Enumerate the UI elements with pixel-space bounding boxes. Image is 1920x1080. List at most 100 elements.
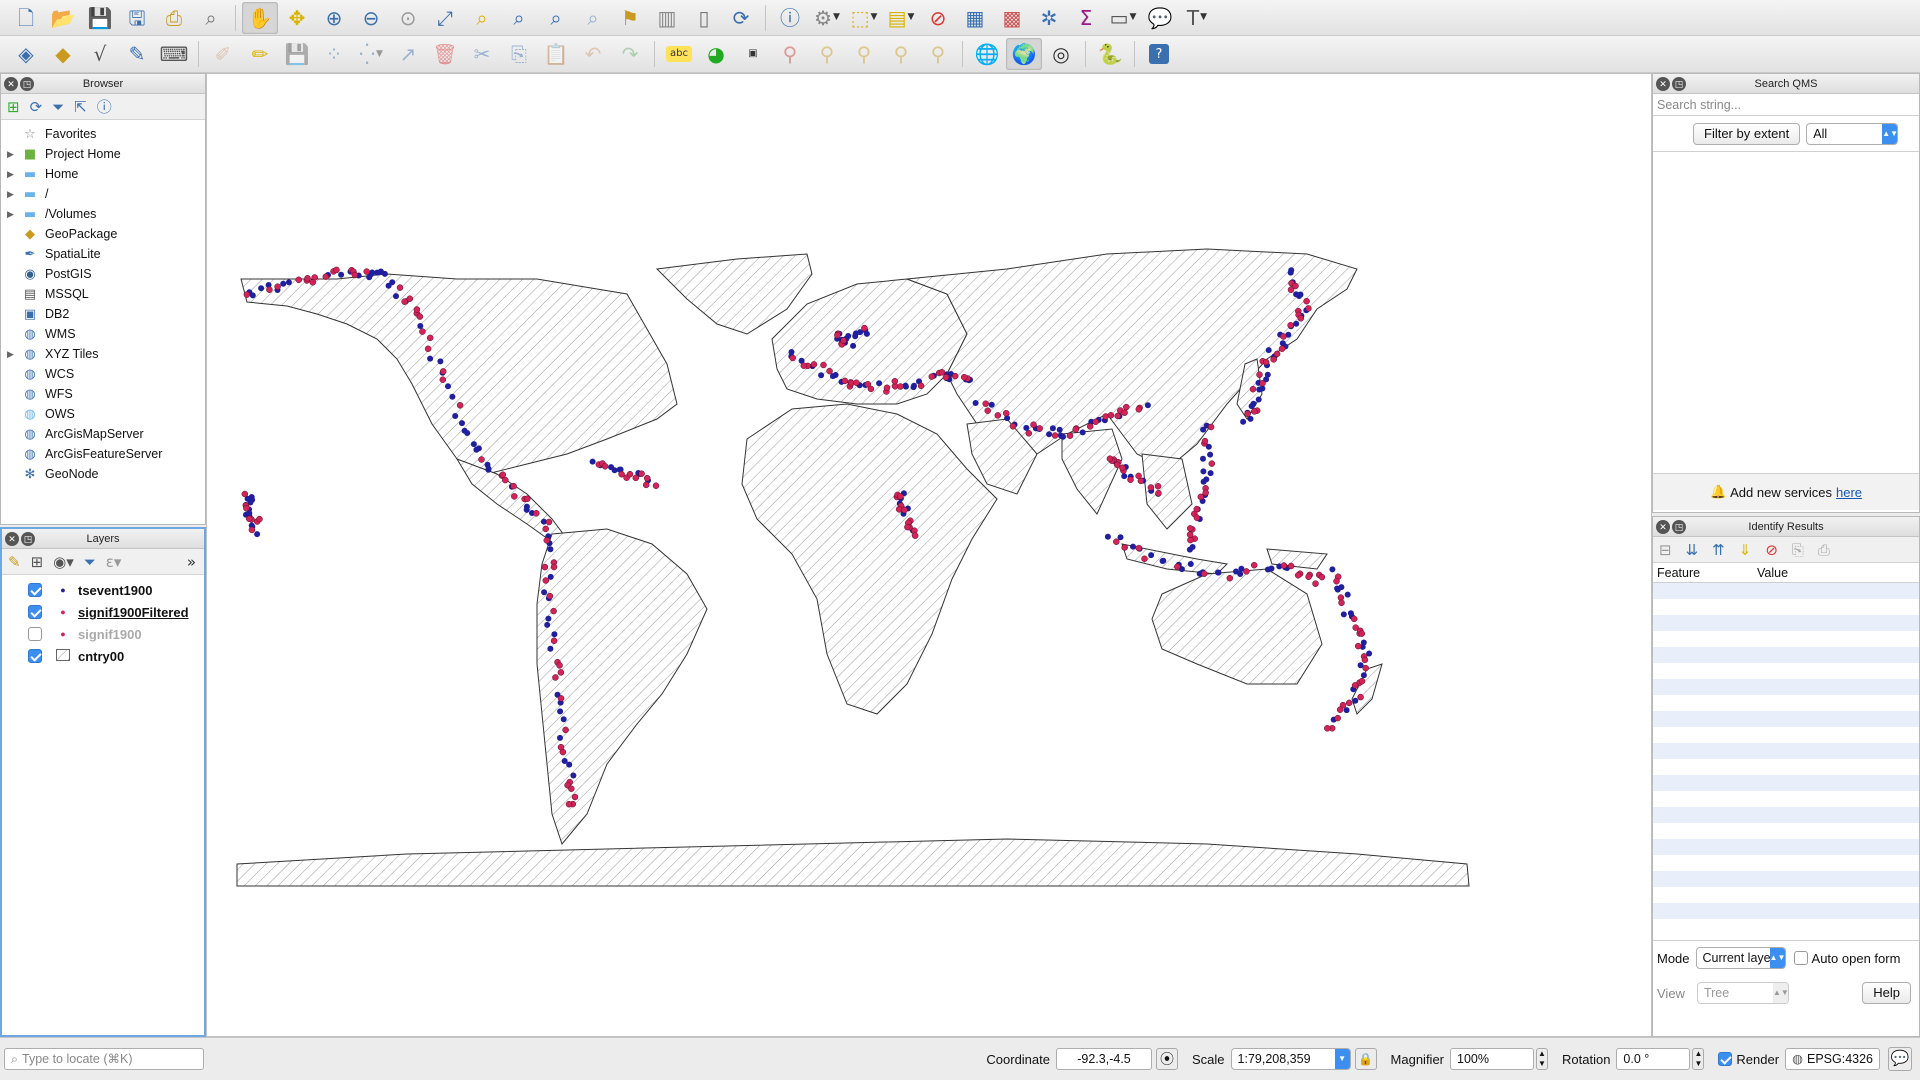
move-label-icon[interactable]: ⚲: [856, 42, 872, 66]
float-icon[interactable]: ◳: [20, 77, 34, 91]
pan-icon[interactable]: ✋: [242, 1, 278, 34]
browser-item[interactable]: ✻ GeoNode: [1, 464, 205, 484]
magnifier-stepper[interactable]: ▲ ▼: [1536, 1048, 1548, 1070]
cut-icon[interactable]: ✂: [473, 42, 491, 66]
expand-arrow-icon[interactable]: ▶: [7, 148, 14, 159]
delete-icon[interactable]: 🗑: [432, 42, 458, 66]
open-project-icon[interactable]: 📂: [50, 5, 76, 30]
zoom-in-icon[interactable]: ⊕: [325, 5, 343, 30]
expand-arrow-icon[interactable]: ▶: [7, 348, 14, 359]
layer-visibility-checkbox[interactable]: [28, 649, 42, 663]
pan-to-selection-icon[interactable]: ✥: [288, 5, 306, 30]
column-value[interactable]: Value: [1757, 566, 1789, 580]
expand-arrow-icon[interactable]: ▶: [7, 208, 14, 219]
open-attribute-table-icon[interactable]: ⊘: [929, 5, 947, 30]
statistical-summary-icon[interactable]: ✲: [1040, 5, 1058, 30]
close-icon[interactable]: ✕: [1656, 520, 1670, 534]
coordinate-field[interactable]: -92.3,-4.5: [1056, 1048, 1152, 1070]
crs-button[interactable]: ◍ EPSG:4326: [1785, 1048, 1880, 1070]
zoom-to-selection-icon[interactable]: ⌕: [476, 5, 488, 30]
new-layer-icon[interactable]: ◆: [55, 42, 71, 66]
world-map[interactable]: [207, 74, 1651, 1036]
browser-item[interactable]: ◍ WMS: [1, 324, 205, 344]
layer-item[interactable]: ● signif1900Filtered: [2, 601, 204, 623]
select-feature-icon[interactable]: ⬚ ▼: [850, 5, 878, 30]
toggle-edit-pencil-icon[interactable]: ✏: [251, 42, 269, 66]
filter-by-extent-button[interactable]: Filter by extent: [1693, 122, 1801, 145]
locator-bar[interactable]: ⌕ Type to locate (⌘K): [4, 1048, 204, 1070]
browser-item[interactable]: ◉ PostGIS: [1, 264, 205, 284]
globe-plugin-icon[interactable]: 🌐: [974, 42, 1000, 66]
zoom-out-icon[interactable]: ⊖: [362, 5, 380, 30]
help-icon[interactable]: ?: [1149, 44, 1169, 64]
layout-manager-icon[interactable]: ⌕: [205, 5, 217, 30]
zoom-next-icon[interactable]: ⌕: [587, 5, 599, 30]
print-icon[interactable]: ⎙: [1817, 540, 1830, 559]
qms-icon[interactable]: 🌍: [1006, 38, 1042, 70]
float-icon[interactable]: ◳: [1672, 77, 1686, 91]
add-group-icon[interactable]: ⊞: [30, 552, 44, 571]
close-icon[interactable]: ✕: [4, 77, 18, 91]
filter-legend-icon[interactable]: ⏷: [83, 552, 96, 571]
browser-item[interactable]: ◆ GeoPackage: [1, 224, 205, 244]
layer-style-icon[interactable]: ✎: [8, 552, 21, 571]
rotation-stepper[interactable]: ▲ ▼: [1692, 1048, 1705, 1070]
label-icon[interactable]: abc: [666, 46, 692, 62]
temporal-icon[interactable]: ▯: [698, 5, 710, 30]
pin-label-icon[interactable]: ⚲: [782, 42, 798, 66]
zoom-native-icon[interactable]: ⊙: [399, 5, 417, 30]
python-icon[interactable]: 🐍: [1097, 42, 1123, 66]
undo-icon[interactable]: ↶: [584, 42, 602, 66]
text-tool-icon[interactable]: T ▼: [1186, 5, 1208, 30]
show-bookmarks-icon[interactable]: ▥: [657, 5, 677, 30]
layer-item[interactable]: cntry00: [2, 645, 204, 667]
new-project-icon[interactable]: 🗋: [17, 5, 35, 30]
close-icon[interactable]: ✕: [5, 532, 19, 546]
expand-icon[interactable]: ⊟: [1659, 540, 1672, 559]
show-label-icon[interactable]: ⚲: [819, 42, 835, 66]
data-source-manager-icon[interactable]: ◈: [18, 42, 34, 66]
zoom-last-icon[interactable]: ⌕: [550, 5, 562, 30]
browser-item[interactable]: ◍ OWS: [1, 404, 205, 424]
browser-item[interactable]: ▶ ■ Project Home: [1, 144, 205, 164]
layer-visibility-checkbox[interactable]: [28, 605, 42, 619]
refresh-icon[interactable]: ⟳: [29, 97, 43, 116]
layer-item[interactable]: ● signif1900: [2, 623, 204, 645]
save-as-icon[interactable]: 🖫: [128, 5, 146, 30]
float-icon[interactable]: ◳: [21, 532, 35, 546]
close-icon[interactable]: ✕: [1656, 77, 1670, 91]
save-project-icon[interactable]: 💾: [87, 5, 113, 30]
lock-icon[interactable]: 🔒: [1354, 1048, 1377, 1070]
zoom-to-layer-icon[interactable]: ⌕: [513, 5, 525, 30]
browser-item[interactable]: ▣ DB2: [1, 304, 205, 324]
clear-results-icon[interactable]: ⊘: [1765, 540, 1778, 559]
float-icon[interactable]: ◳: [1672, 520, 1686, 534]
collapse-all-icon[interactable]: ⇈: [1712, 540, 1725, 559]
deselect-icon[interactable]: ▤ ▼: [887, 5, 915, 30]
magnifier-field[interactable]: 100%: [1450, 1048, 1534, 1070]
add-services-link[interactable]: here: [1836, 484, 1863, 500]
digitize-icon[interactable]: √: [93, 42, 107, 66]
layer-item[interactable]: ● tsevent1900: [2, 579, 204, 601]
vertex-tool-icon[interactable]: ⁛ ▼: [359, 42, 383, 66]
metasearch-icon[interactable]: ◎: [1052, 42, 1070, 66]
measure-icon[interactable]: Σ: [1079, 5, 1093, 30]
qms-filter-select[interactable]: All ▲▼: [1806, 122, 1899, 145]
save-edits-icon[interactable]: 💾: [284, 42, 310, 66]
browser-item[interactable]: ▶ ▬ Home: [1, 164, 205, 184]
rotate-label-icon[interactable]: ⚲: [893, 42, 909, 66]
annotation-icon[interactable]: ▭ ▼: [1109, 5, 1137, 30]
filter-expression-icon[interactable]: ε▾: [105, 552, 122, 571]
layer-visibility-checkbox[interactable]: [28, 627, 42, 641]
diagram-icon[interactable]: ◕: [707, 42, 725, 66]
info-icon[interactable]: ⓘ: [96, 98, 112, 116]
messages-icon[interactable]: 💬: [1888, 1047, 1912, 1071]
modify-icon[interactable]: ↗: [399, 42, 417, 66]
browser-item[interactable]: ☆ Favorites: [1, 124, 205, 144]
browser-item[interactable]: ▶ ▬ /Volumes: [1, 204, 205, 224]
collapse-all-icon[interactable]: ⇱: [74, 97, 87, 116]
pencil-icon[interactable]: ✐: [214, 42, 232, 66]
action-icon[interactable]: ⚙ ▼: [814, 5, 840, 30]
browser-item[interactable]: ◍ WFS: [1, 384, 205, 404]
print-layout-icon[interactable]: ⎙: [166, 5, 182, 30]
